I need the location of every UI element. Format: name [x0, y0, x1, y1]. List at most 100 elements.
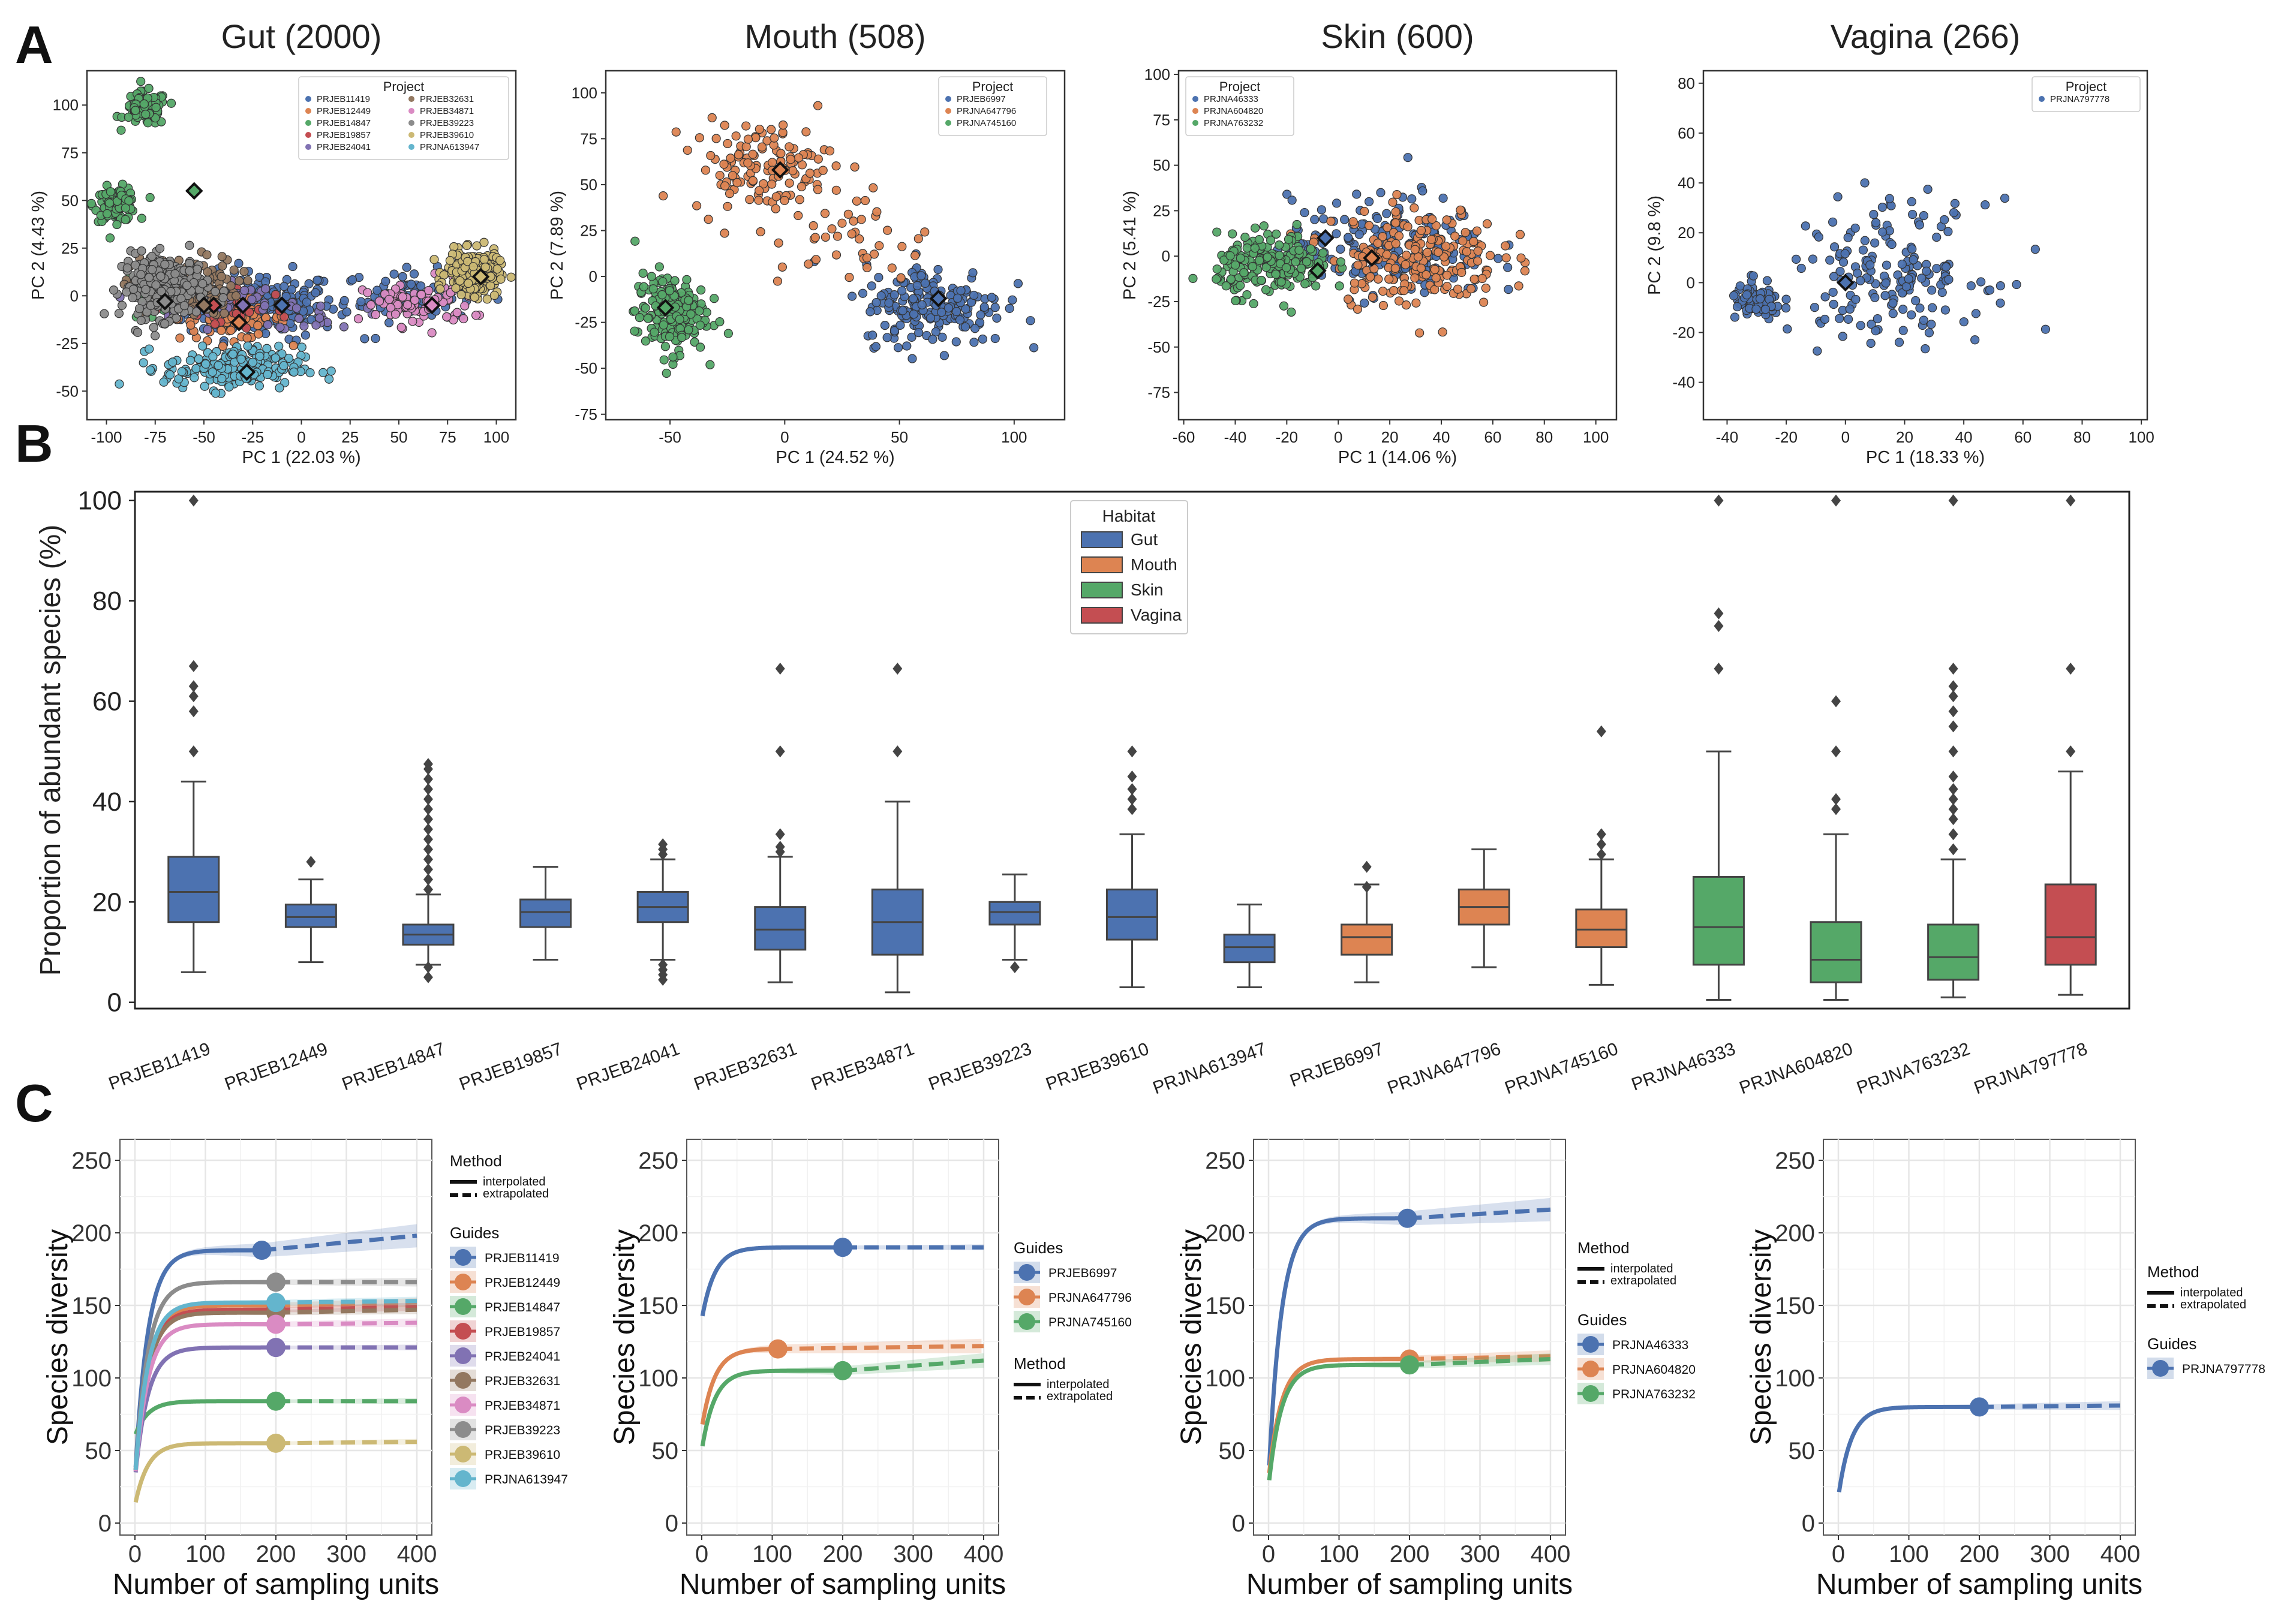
scatter-point — [455, 276, 465, 285]
scatter-point — [1858, 245, 1868, 255]
y-tick-label: 50 — [580, 176, 597, 194]
scatter-point — [1212, 264, 1222, 274]
scatter-point — [837, 218, 847, 228]
scatter-point — [1368, 293, 1377, 302]
scatter-point — [1950, 198, 1960, 208]
x-tick-label: 0 — [1832, 1541, 1845, 1567]
scatter-point — [1887, 239, 1897, 249]
scatter-point — [185, 266, 194, 276]
y-tick-label: 0 — [1802, 1510, 1815, 1537]
y-tick-label: 25 — [61, 239, 79, 257]
scatter-point — [149, 323, 158, 332]
scatter-point — [1366, 272, 1375, 282]
scatter-point — [1908, 209, 1918, 219]
scatter-point — [1300, 207, 1309, 218]
scatter-point — [1418, 186, 1428, 196]
y-tick-label: 80 — [1678, 74, 1695, 92]
panel-letter-c: C — [15, 1073, 53, 1133]
scatter-point — [702, 308, 711, 317]
guide-label: PRJEB32631 — [485, 1374, 560, 1388]
scatter-point — [920, 278, 930, 288]
y-tick-label: 100 — [1775, 1365, 1815, 1392]
scatter-point — [1825, 255, 1835, 265]
plot-title: Skin (600) — [1321, 17, 1474, 55]
scatter-point — [1742, 290, 1752, 300]
y-tick-label: 20 — [92, 887, 122, 917]
scatter-point — [1781, 294, 1791, 304]
scatter-point — [1242, 243, 1252, 253]
scatter-point — [1350, 278, 1359, 288]
scatter-point — [360, 334, 369, 344]
scatter-point — [1029, 343, 1039, 353]
scatter-point — [874, 273, 883, 282]
scatter-point — [720, 228, 729, 238]
scatter-point — [871, 342, 881, 351]
scatter-point — [1493, 254, 1503, 263]
box-plot: 0 20 40 60 80 100 Proportion of abundant speci… — [35, 486, 2130, 1098]
x-tick-label: 80 — [2073, 428, 2091, 446]
scatter-point — [271, 290, 281, 299]
scatter-point — [145, 192, 155, 203]
scatter-point — [218, 261, 227, 271]
scatter-point — [1850, 223, 1860, 233]
scatter-point — [1403, 153, 1413, 162]
x-tick-label: 60 — [2014, 428, 2031, 446]
scatter-point — [145, 344, 154, 354]
scatter-point — [1005, 303, 1014, 313]
scatter-point — [658, 277, 668, 287]
box-body — [519, 898, 572, 928]
x-tick-label: 200 — [823, 1541, 863, 1567]
y-tick-label: -25 — [575, 314, 597, 332]
scatter-point — [1796, 263, 1806, 273]
scatter-point — [398, 292, 407, 302]
box-body — [1106, 888, 1158, 941]
scatter-point — [1279, 301, 1289, 311]
scatter-point — [318, 368, 328, 378]
scatter-point — [1416, 263, 1426, 273]
scatter-point — [339, 296, 349, 305]
scatter-point — [719, 160, 729, 169]
scatter-point — [402, 263, 411, 272]
scatter-point — [820, 209, 830, 218]
scatter-point — [1239, 268, 1249, 278]
legend-label: PRJEB24041 — [317, 142, 371, 152]
scatter-point — [867, 281, 876, 291]
scatter-point — [210, 319, 220, 329]
scatter-point — [862, 253, 872, 263]
guide-label: PRJNA647796 — [1048, 1291, 1132, 1305]
scatter-point — [748, 149, 758, 159]
scatter-point — [243, 341, 253, 351]
y-tick-label: -25 — [56, 335, 79, 353]
scatter-point — [770, 133, 779, 143]
y-tick-label: 150 — [71, 1293, 112, 1319]
scatter-point — [390, 309, 401, 319]
legend-title: Project — [383, 79, 424, 94]
scatter-point — [723, 201, 732, 211]
y-tick-label: 0 — [1232, 1510, 1245, 1537]
scatter-point — [731, 131, 741, 141]
scatter-point — [771, 204, 780, 213]
scatter-point — [862, 263, 872, 272]
scatter-point — [1473, 246, 1483, 256]
box-body — [2044, 883, 2097, 966]
scatter-point — [1423, 248, 1432, 257]
scatter-point — [408, 317, 417, 326]
scatter-point — [185, 240, 194, 250]
x-axis-label: PC 1 (24.52 %) — [776, 448, 894, 467]
scatter-point — [952, 293, 963, 303]
x-axis-label: Number of sampling units — [1246, 1569, 1573, 1600]
scatter-point — [1382, 209, 1392, 218]
scatter-point — [969, 290, 979, 300]
x-tick-label: 300 — [2030, 1541, 2070, 1567]
legend-label: PRJNA46333 — [1204, 94, 1258, 104]
scatter-point — [952, 306, 961, 317]
method-label: extrapolated — [483, 1187, 549, 1200]
legend-marker — [305, 132, 311, 138]
plot-legend: Project PRJEB11419 PRJEB12449 PRJEB14847 PRJ… — [298, 76, 509, 160]
scatter-point — [813, 101, 823, 110]
x-tick-label: 200 — [1960, 1541, 2000, 1567]
scatter-point — [229, 265, 239, 275]
scatter-point — [912, 281, 922, 290]
scatter-point — [1781, 303, 1791, 313]
